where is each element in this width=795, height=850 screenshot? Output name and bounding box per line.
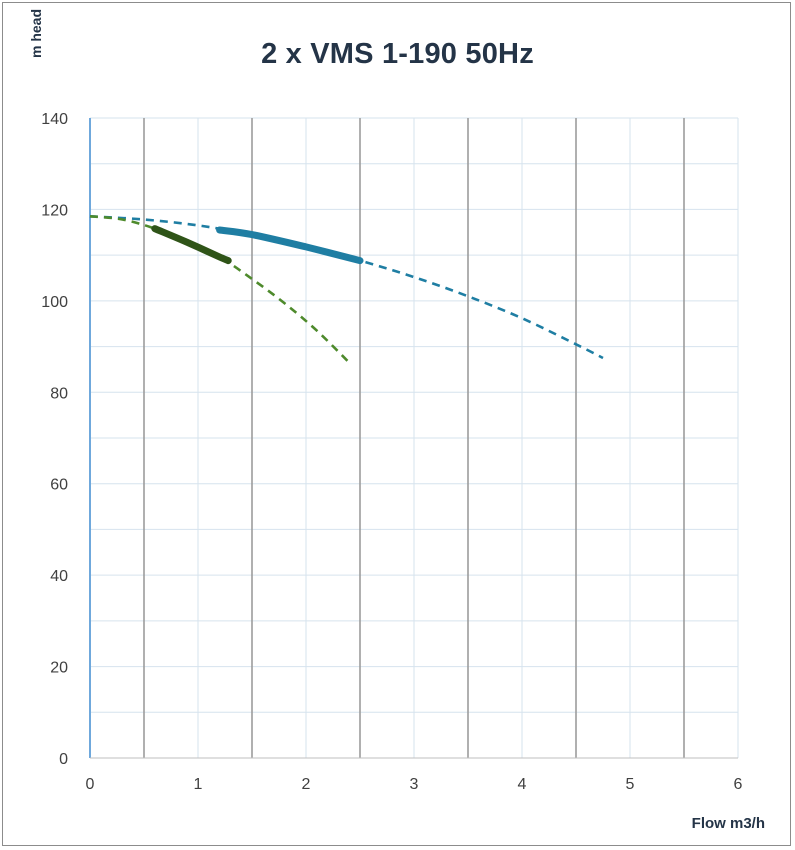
series-group: [89, 215, 604, 364]
x-tick-label: 6: [734, 776, 743, 793]
grid: [89, 117, 739, 759]
x-tick-label: 3: [410, 776, 419, 793]
y-tick-label: 20: [50, 660, 68, 677]
x-tick-label: 1: [194, 776, 203, 793]
x-tick-label: 4: [518, 776, 527, 793]
y-tick-label: 80: [50, 385, 68, 402]
y-tick-label: 40: [50, 568, 68, 585]
y-tick-label: 100: [41, 294, 68, 311]
x-axis-label: Flow m3/h: [691, 815, 765, 832]
series-curve-dashed-2: [89, 215, 351, 364]
x-tick-label: 5: [626, 776, 635, 793]
series-curve-dashed-0: [89, 215, 604, 360]
y-tick-label: 140: [41, 111, 68, 128]
series-curve-solid-3: [151, 225, 232, 265]
chart-title: 2 x VMS 1-190 50Hz: [261, 38, 534, 70]
y-tick-label: 120: [41, 202, 68, 219]
y-tick-label: 0: [59, 751, 68, 768]
series-curve-solid-1: [216, 226, 364, 265]
y-tick-label: 60: [50, 477, 68, 494]
x-tick-label: 2: [302, 776, 311, 793]
x-tick-label: 0: [86, 776, 95, 793]
